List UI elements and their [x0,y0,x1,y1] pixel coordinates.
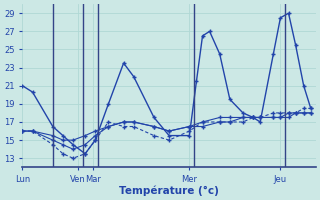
X-axis label: Température (°c): Température (°c) [119,185,219,196]
